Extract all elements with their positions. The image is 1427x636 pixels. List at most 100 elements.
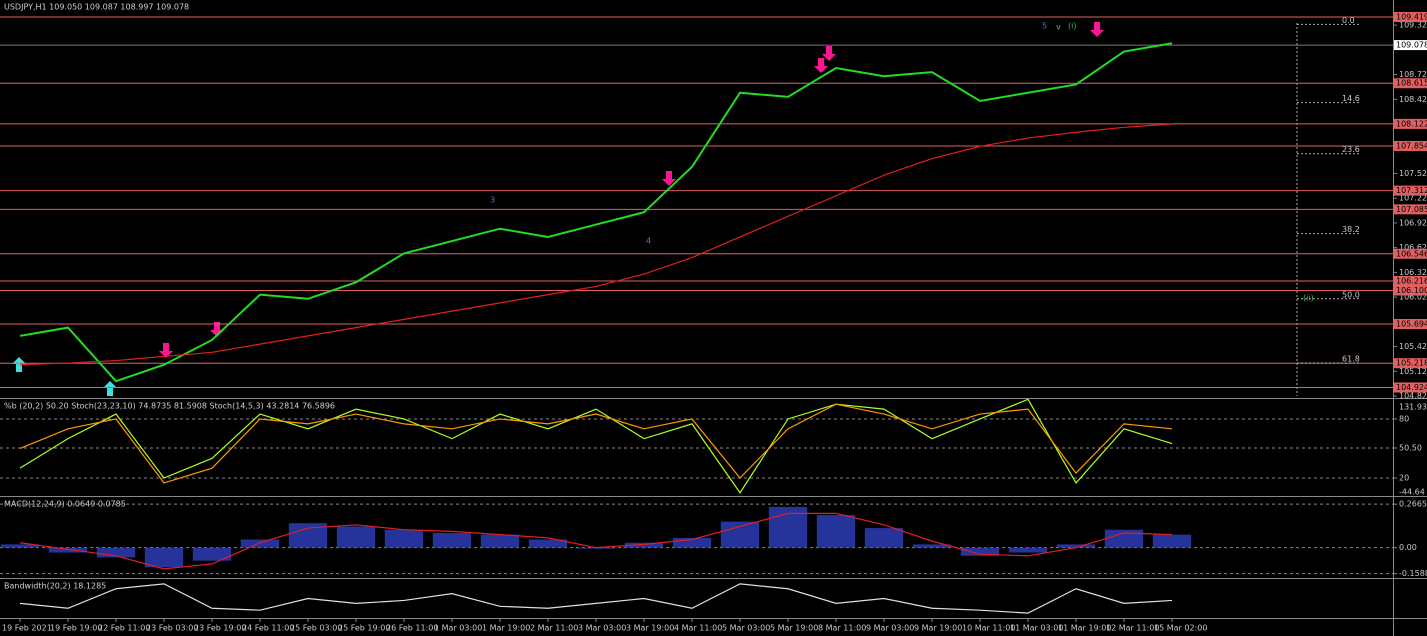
wave-label: v [1056,23,1061,32]
x-tick-label: 12 Mar 11:00 [1106,624,1159,633]
y-tick-label: 105.420 [1399,342,1427,351]
level-label: 108.122 [1396,119,1427,128]
y-tick-label: 105.120 [1399,367,1427,376]
x-tick-label: 25 Feb 19:00 [338,624,390,633]
level-label: 105.218 [1396,359,1427,368]
series-line [19,403,1173,484]
x-tick-label: 22 Feb 11:00 [98,624,150,633]
y-tick-label: 106.920 [1399,218,1427,227]
histogram-bar [1104,529,1144,548]
y-tick-label: 0.2665 [1399,500,1427,509]
y-tick-label: 106.620 [1399,243,1427,252]
histogram-bar [720,521,760,548]
level-label: 107.312 [1396,186,1427,195]
histogram-bar [1152,534,1192,548]
current-price-tag [1394,40,1427,51]
wave-label: 3 [490,196,495,205]
histogram-bar [384,529,424,548]
histogram-bar [144,547,184,568]
y-tick-label: 106.020 [1399,293,1427,302]
histogram-bar [960,547,1000,556]
x-tick-label: 11 Mar 03:00 [1010,624,1063,633]
wave-label: 5 [1042,22,1047,31]
level-tag [1394,358,1427,369]
level-tag [1394,248,1427,259]
y-tick-label: 106.320 [1399,268,1427,277]
level-label: 105.694 [1396,319,1427,328]
y-tick-label: -0.1588 [1399,569,1427,578]
chart-title: USDJPY,H1 109.050 109.087 108.997 109.07… [4,3,189,12]
fib-label: 50.0 [1342,290,1360,299]
level-label: 109.419 [1396,12,1427,21]
series-line [19,583,1173,614]
series-line [19,123,1173,366]
x-tick-label: 23 Feb 19:00 [194,624,246,633]
fib-label: 14.6 [1342,94,1360,103]
x-tick-label: 19 Feb 2021 [2,624,52,633]
histogram-bar [912,544,952,548]
histogram-bar [1056,544,1096,548]
x-tick-label: 10 Mar 11:00 [962,624,1015,633]
y-tick-label: 108.720 [1399,70,1427,79]
x-tick-label: 19 Feb 19:00 [50,624,102,633]
level-label: 106.546 [1396,249,1427,258]
x-tick-label: 4 Mar 11:00 [674,624,722,633]
level-tag [1394,78,1427,89]
histogram-bar [96,547,136,558]
histogram-bar [0,544,40,548]
level-tag [1394,318,1427,329]
level-label: 106.100 [1396,286,1427,295]
current-price-label: 109.078 [1396,41,1427,50]
panel-title: %b (20,2) 50.20 Stoch(23,23,10) 74.8735 … [4,402,335,411]
histogram-bar [816,515,856,548]
level-label: 104.924 [1396,383,1427,392]
y-tick-label: 104.820 [1399,392,1427,401]
histogram-bar [864,528,904,548]
level-tag [1394,185,1427,196]
histogram-bar [192,547,232,561]
x-tick-label: 3 Mar 19:00 [626,624,674,633]
x-tick-label: 8 Mar 11:00 [818,624,866,633]
histogram-bar [240,539,280,548]
level-label: 107.085 [1396,205,1427,214]
x-tick-label: 1 Mar 19:00 [482,624,530,633]
x-tick-label: 5 Mar 03:00 [722,624,770,633]
x-tick-label: 24 Feb 11:00 [242,624,294,633]
fib-label: 38.2 [1342,225,1360,234]
wave-label: (ii) [1303,294,1314,303]
wave-label: 4 [646,237,651,246]
level-tag [1394,285,1427,296]
series-line [19,512,1173,570]
x-tick-label: 9 Mar 03:00 [866,624,914,633]
histogram-bar [672,537,712,548]
histogram-bar [624,542,664,548]
histogram-bar [336,526,376,548]
y-tick-label: 0.00 [1399,543,1417,552]
x-tick-label: 11 Mar 19:00 [1058,624,1111,633]
y-tick-label: 107.520 [1399,169,1427,178]
y-tick-label: 108.420 [1399,95,1427,104]
level-label: 107.854 [1396,141,1427,150]
x-tick-label: 26 Feb 11:00 [386,624,438,633]
y-tick-label: 50.50 [1399,443,1422,452]
level-label: 108.615 [1396,79,1427,88]
histogram-bar [432,532,472,548]
fib-label: 0.0 [1342,16,1355,25]
level-tag [1394,118,1427,129]
x-tick-label: 3 Mar 03:00 [578,624,626,633]
level-tag [1394,382,1427,393]
y-tick-label: 109.320 [1399,21,1427,30]
fib-label: 23.6 [1342,145,1360,154]
level-tag [1394,140,1427,151]
fib-label: 61.8 [1342,355,1360,364]
signal-arrows [12,22,1104,396]
series-line [19,398,1173,494]
range-label: -44.64 [1399,488,1425,497]
y-tick-label: 80 [1399,414,1409,423]
x-tick-label: 5 Mar 19:00 [770,624,818,633]
x-tick-label: 2 Mar 11:00 [530,624,578,633]
